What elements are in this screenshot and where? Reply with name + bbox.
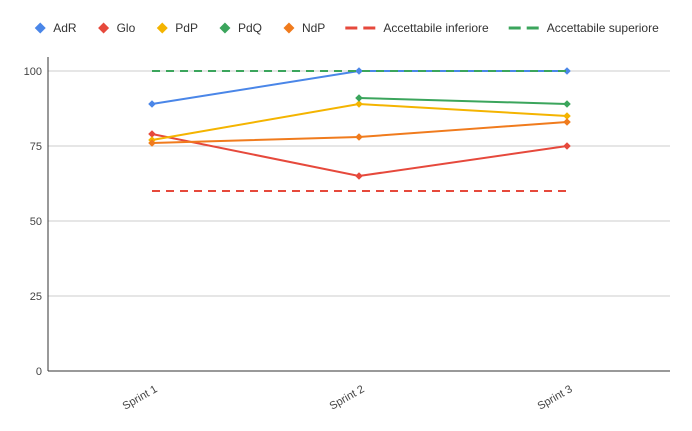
series-line-pdq (358, 97, 568, 105)
data-point (563, 100, 571, 108)
y-axis-ticks: 0 25 50 75 100 (24, 66, 42, 378)
legend-label: PdP (175, 21, 198, 35)
data-point (355, 94, 363, 102)
series-ndp (148, 118, 571, 147)
legend-item-pdq: PdQ (219, 21, 262, 35)
legend-swatch-diamond (156, 22, 168, 34)
x-tick-label: Sprint 1 (121, 383, 160, 412)
data-point (355, 67, 363, 75)
y-tick-label: 25 (30, 291, 42, 303)
data-point (148, 100, 156, 108)
data-point (355, 133, 363, 141)
y-tick-label: 50 (30, 216, 42, 228)
data-point (563, 112, 571, 120)
y-tick-label: 100 (24, 66, 42, 78)
legend-label: Glo (117, 21, 136, 35)
data-point (355, 172, 363, 180)
legend-item-ndp: NdP (283, 21, 325, 35)
data-point (148, 130, 156, 138)
data-point (148, 139, 156, 147)
legend-swatch-diamond (219, 22, 231, 34)
data-point (563, 142, 571, 150)
data-point (355, 100, 363, 108)
series-adr (148, 67, 571, 108)
legend-label: Accettabile superiore (547, 21, 659, 35)
series-pdq (355, 94, 571, 108)
legend: AdR Glo PdP PdQ NdP Accettabile inferiore Acce… (34, 21, 659, 35)
legend-item-adr: AdR (34, 21, 77, 35)
y-tick-label: 75 (30, 141, 42, 153)
data-point (563, 118, 571, 126)
legend-label: AdR (53, 21, 77, 35)
legend-item-accettabile-inferiore: Accettabile inferiore (345, 21, 489, 35)
x-tick-label: Sprint 3 (536, 383, 575, 412)
legend-swatch-diamond (98, 22, 110, 34)
legend-swatch-diamond (34, 22, 46, 34)
legend-swatch-diamond (283, 22, 295, 34)
x-tick-label: Sprint 2 (328, 383, 367, 412)
legend-label: PdQ (238, 21, 262, 35)
legend-label: Accettabile inferiore (383, 21, 489, 35)
data-point (563, 67, 571, 75)
y-tick-label: 0 (36, 366, 42, 378)
series-layer (148, 67, 571, 192)
series-glo (148, 130, 571, 180)
legend-item-accettabile-superiore: Accettabile superiore (508, 21, 659, 35)
legend-item-pdp: PdP (156, 21, 198, 35)
x-axis-ticks: Sprint 1 Sprint 2 Sprint 3 (121, 383, 575, 412)
legend-item-glo: Glo (98, 21, 136, 35)
legend-label: NdP (302, 21, 325, 35)
